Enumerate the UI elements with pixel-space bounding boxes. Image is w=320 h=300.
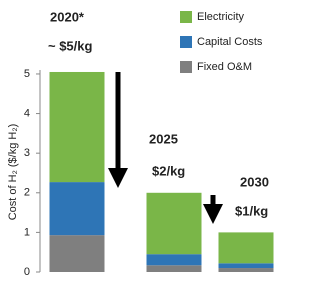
annotation: $1/kg	[235, 203, 268, 218]
annotation: ~ $5/kg	[48, 38, 93, 53]
legend-swatch	[180, 11, 192, 23]
bar-segment	[49, 182, 105, 236]
y-tick-label: 2	[24, 187, 30, 199]
bar-segment	[146, 192, 202, 255]
y-tick-label: 0	[24, 266, 30, 278]
y-tick-label: 3	[24, 147, 30, 159]
annotation: 2025	[149, 131, 178, 146]
bar-segment	[146, 265, 202, 272]
legend-swatch	[180, 36, 192, 48]
y-tick-label: 1	[24, 226, 30, 238]
bar-segment	[49, 71, 105, 183]
annotation: 2020*	[50, 9, 85, 24]
bar-segment	[146, 254, 202, 266]
bar-segment	[218, 263, 274, 269]
chart: Cost of H₂ ($/kg H₂) 0 1 2 3 4 5 2020* ~ $5/kg 2…	[7, 9, 274, 278]
y-tick-label: 4	[24, 107, 30, 119]
bar-segment	[218, 232, 274, 264]
annotation: 2030	[240, 174, 269, 189]
bar-segment	[218, 268, 274, 272]
legend-swatch	[180, 61, 192, 73]
y-axis-label: Cost of H₂ ($/kg H₂)	[7, 124, 19, 221]
legend-label: Fixed O&M	[197, 61, 252, 73]
y-tick-label: 5	[24, 68, 30, 80]
annotation: $2/kg	[152, 163, 185, 178]
legend-label: Capital Costs	[197, 36, 263, 48]
legend-label: Electricity	[197, 11, 245, 23]
bar-segment	[49, 235, 105, 272]
